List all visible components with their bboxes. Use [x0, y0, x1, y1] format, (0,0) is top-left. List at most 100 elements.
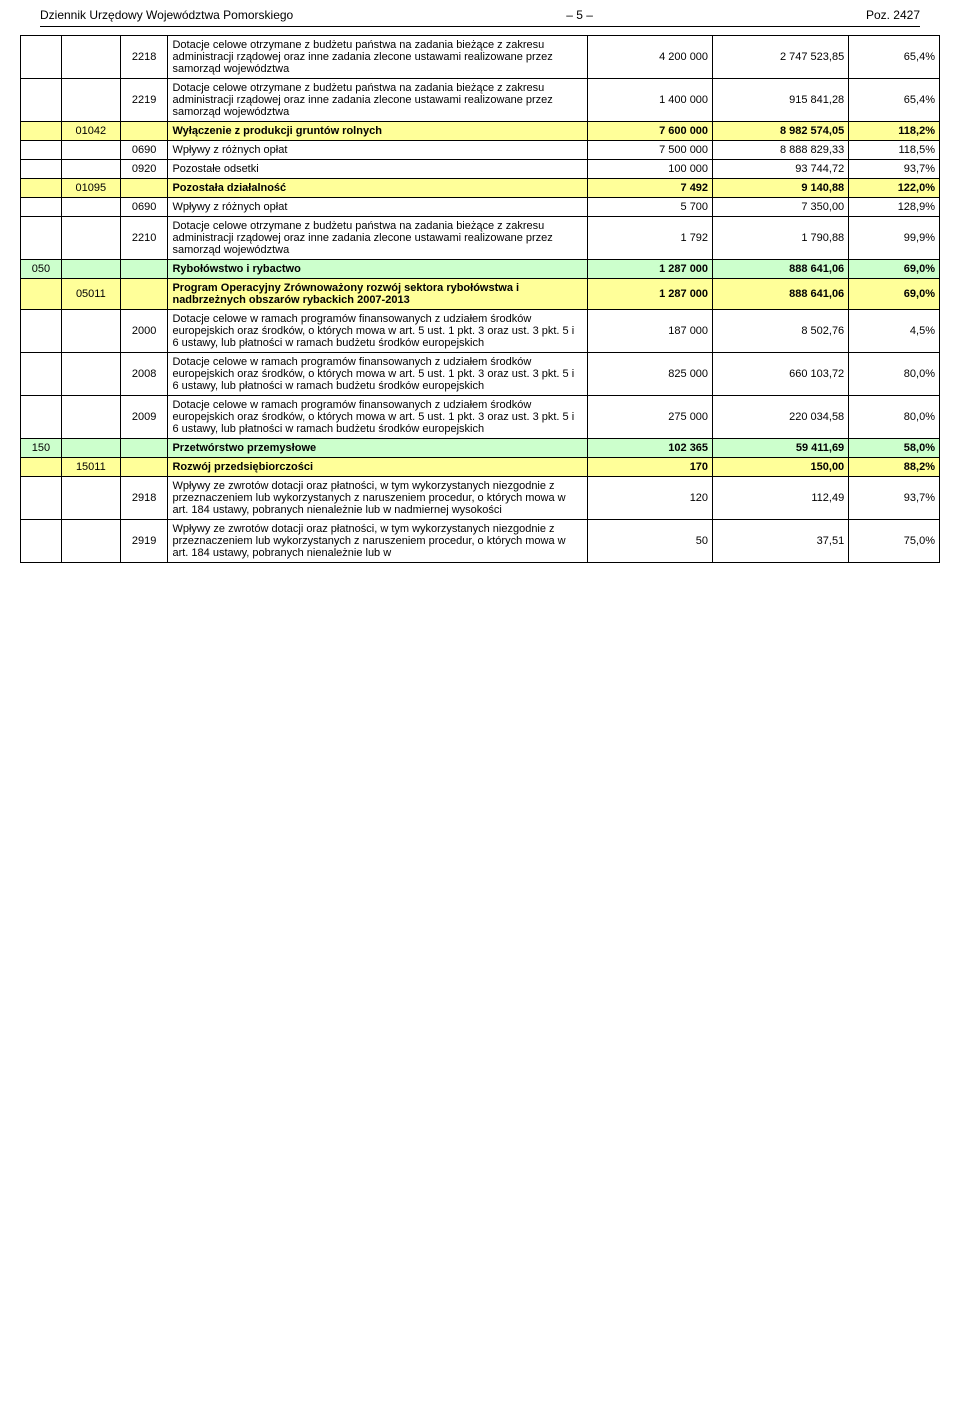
code-a: [21, 477, 62, 520]
code-c: [120, 458, 168, 477]
code-c: [120, 179, 168, 198]
description: Rozwój przedsiębiorczości: [168, 458, 588, 477]
code-a: [21, 520, 62, 563]
table-row: 01042 Wyłączenie z produkcji gruntów roln…: [21, 122, 940, 141]
percent: 122,0%: [849, 179, 940, 198]
percent: 69,0%: [849, 260, 940, 279]
description: Pozostałe odsetki: [168, 160, 588, 179]
table-row: 01095Pozostała działalność7 4929 140,881…: [21, 179, 940, 198]
code-a: [21, 396, 62, 439]
code-c: 0920: [120, 160, 168, 179]
description: Dotacje celowe otrzymane z budżetu państ…: [168, 217, 588, 260]
code-c: [120, 439, 168, 458]
table-row: 2919Wpływy ze zwrotów dotacji oraz płatn…: [21, 520, 940, 563]
actual-amount: 8 502,76: [713, 310, 849, 353]
plan-amount: 1 287 000: [588, 279, 713, 310]
budget-table: 2218Dotacje celowe otrzymane z budżetu p…: [20, 35, 940, 563]
percent: 80,0%: [849, 353, 940, 396]
plan-amount: 7 492: [588, 179, 713, 198]
actual-amount: 59 411,69: [713, 439, 849, 458]
plan-amount: 187 000: [588, 310, 713, 353]
description: Dotacje celowe otrzymane z budżetu państ…: [168, 79, 588, 122]
actual-amount: 93 744,72: [713, 160, 849, 179]
description: Dotacje celowe otrzymane z budżetu państ…: [168, 36, 588, 79]
percent: 75,0%: [849, 520, 940, 563]
code-c: 2918: [120, 477, 168, 520]
plan-amount: 275 000: [588, 396, 713, 439]
code-c: 2919: [120, 520, 168, 563]
code-b: [61, 260, 120, 279]
plan-amount: 1 792: [588, 217, 713, 260]
table-row: 0690Wpływy z różnych opłat5 7007 350,001…: [21, 198, 940, 217]
description: Dotacje celowe w ramach programów finans…: [168, 353, 588, 396]
code-b: [61, 439, 120, 458]
description: Wpływy ze zwrotów dotacji oraz płatności…: [168, 477, 588, 520]
table-row: 05011 Program Operacyjny Zrównoważony roz…: [21, 279, 940, 310]
code-a: 150: [21, 439, 62, 458]
code-b: [61, 198, 120, 217]
actual-amount: 9 140,88: [713, 179, 849, 198]
table-row: 050Rybołówstwo i rybactwo1 287 000888 64…: [21, 260, 940, 279]
code-b: [61, 36, 120, 79]
plan-amount: 100 000: [588, 160, 713, 179]
table-row: 15011Rozwój przedsiębiorczości170150,008…: [21, 458, 940, 477]
table-row: 0690Wpływy z różnych opłat7 500 0008 888…: [21, 141, 940, 160]
code-c: [120, 122, 168, 141]
plan-amount: 120: [588, 477, 713, 520]
percent: 93,7%: [849, 477, 940, 520]
percent: 69,0%: [849, 279, 940, 310]
table-row: 2009Dotacje celowe w ramach programów fi…: [21, 396, 940, 439]
code-a: [21, 122, 62, 141]
description: Wyłączenie z produkcji gruntów rolnych: [168, 122, 588, 141]
plan-amount: 1 400 000: [588, 79, 713, 122]
code-a: [21, 458, 62, 477]
percent: 128,9%: [849, 198, 940, 217]
description: Dotacje celowe w ramach programów finans…: [168, 396, 588, 439]
code-c: [120, 279, 168, 310]
actual-amount: 220 034,58: [713, 396, 849, 439]
header-rule: [40, 26, 920, 27]
percent: 65,4%: [849, 79, 940, 122]
actual-amount: 8 888 829,33: [713, 141, 849, 160]
code-b: [61, 79, 120, 122]
percent: 4,5%: [849, 310, 940, 353]
plan-amount: 7 500 000: [588, 141, 713, 160]
code-a: 050: [21, 260, 62, 279]
code-b: 15011: [61, 458, 120, 477]
code-a: [21, 179, 62, 198]
percent: 65,4%: [849, 36, 940, 79]
percent: 93,7%: [849, 160, 940, 179]
code-b: [61, 141, 120, 160]
table-row: 2218Dotacje celowe otrzymane z budżetu p…: [21, 36, 940, 79]
code-a: [21, 36, 62, 79]
code-c: 2210: [120, 217, 168, 260]
code-c: 2219: [120, 79, 168, 122]
actual-amount: 2 747 523,85: [713, 36, 849, 79]
table-row: 2219Dotacje celowe otrzymane z budżetu p…: [21, 79, 940, 122]
table-row: 2918Wpływy ze zwrotów dotacji oraz płatn…: [21, 477, 940, 520]
description: Program Operacyjny Zrównoważony rozwój s…: [168, 279, 588, 310]
percent: 118,2%: [849, 122, 940, 141]
plan-amount: 4 200 000: [588, 36, 713, 79]
code-b: 05011: [61, 279, 120, 310]
code-c: 2009: [120, 396, 168, 439]
description: Rybołówstwo i rybactwo: [168, 260, 588, 279]
actual-amount: 660 103,72: [713, 353, 849, 396]
code-a: [21, 217, 62, 260]
description: Wpływy z różnych opłat: [168, 141, 588, 160]
plan-amount: 5 700: [588, 198, 713, 217]
code-b: [61, 477, 120, 520]
actual-amount: 150,00: [713, 458, 849, 477]
table-row: 2000Dotacje celowe w ramach programów fi…: [21, 310, 940, 353]
actual-amount: 37,51: [713, 520, 849, 563]
table-row: 2210Dotacje celowe otrzymane z budżetu p…: [21, 217, 940, 260]
code-a: [21, 79, 62, 122]
percent: 88,2%: [849, 458, 940, 477]
code-b: [61, 217, 120, 260]
plan-amount: 7 600 000: [588, 122, 713, 141]
code-b: 01042: [61, 122, 120, 141]
code-c: [120, 260, 168, 279]
actual-amount: 7 350,00: [713, 198, 849, 217]
description: Pozostała działalność: [168, 179, 588, 198]
code-b: [61, 520, 120, 563]
